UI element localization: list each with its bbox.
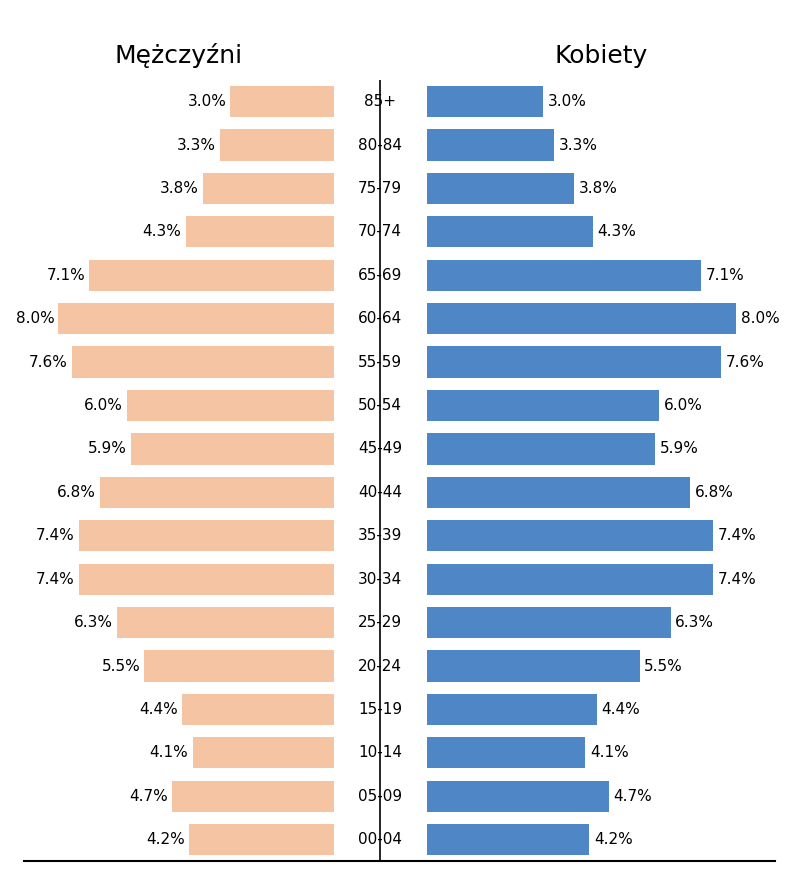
Text: 7.4%: 7.4% (718, 528, 757, 543)
Text: 85+: 85+ (364, 94, 396, 109)
Text: 5.9%: 5.9% (88, 441, 126, 456)
Bar (427, 217, 593, 248)
Bar (79, 564, 334, 595)
Text: 3.8%: 3.8% (578, 181, 618, 196)
Bar (427, 477, 690, 508)
Text: 35-39: 35-39 (358, 528, 403, 543)
Text: 6.3%: 6.3% (675, 615, 714, 630)
Text: 70-74: 70-74 (358, 225, 402, 240)
Bar (100, 477, 334, 508)
Text: 50-54: 50-54 (358, 398, 402, 413)
Bar (117, 607, 334, 638)
Text: 15-19: 15-19 (358, 702, 402, 717)
Text: 6.0%: 6.0% (663, 398, 702, 413)
Bar (185, 217, 334, 248)
Text: 7.4%: 7.4% (36, 572, 75, 587)
Text: 3.0%: 3.0% (547, 94, 586, 109)
Bar (230, 86, 334, 117)
Text: 05-09: 05-09 (358, 789, 402, 804)
Text: 5.9%: 5.9% (660, 441, 698, 456)
Text: 4.4%: 4.4% (602, 702, 640, 717)
Text: 4.4%: 4.4% (139, 702, 178, 717)
Text: 75-79: 75-79 (358, 181, 402, 196)
Bar (189, 824, 334, 855)
Bar (172, 781, 334, 812)
Bar (427, 650, 639, 682)
Title: Mężczyźni: Mężczyźni (115, 44, 243, 68)
Text: 5.5%: 5.5% (644, 659, 683, 673)
Text: 7.6%: 7.6% (725, 354, 765, 369)
Text: 45-49: 45-49 (358, 441, 402, 456)
Bar (427, 259, 702, 291)
Text: 4.3%: 4.3% (143, 225, 181, 240)
Bar (427, 781, 609, 812)
Text: 65-69: 65-69 (358, 268, 403, 282)
Text: 7.4%: 7.4% (718, 572, 757, 587)
Bar (427, 433, 655, 464)
Text: 3.8%: 3.8% (160, 181, 199, 196)
Text: 4.7%: 4.7% (613, 789, 652, 804)
Bar (427, 694, 597, 725)
Text: 5.5%: 5.5% (101, 659, 141, 673)
Text: 7.4%: 7.4% (36, 528, 75, 543)
Bar (427, 390, 659, 421)
Text: 80-84: 80-84 (358, 138, 402, 153)
Bar (427, 130, 555, 161)
Bar (427, 173, 574, 204)
Text: 55-59: 55-59 (358, 354, 402, 369)
Text: 4.1%: 4.1% (149, 745, 189, 760)
Bar (58, 303, 334, 334)
Title: Kobiety: Kobiety (555, 44, 647, 68)
Text: 7.1%: 7.1% (46, 268, 85, 282)
Text: 4.1%: 4.1% (590, 745, 629, 760)
Text: 20-24: 20-24 (358, 659, 402, 673)
Bar (427, 607, 670, 638)
Text: 7.1%: 7.1% (706, 268, 745, 282)
Bar (145, 650, 334, 682)
Bar (203, 173, 334, 204)
Text: 6.8%: 6.8% (694, 485, 733, 500)
Text: 3.3%: 3.3% (177, 138, 216, 153)
Text: 4.3%: 4.3% (598, 225, 637, 240)
Text: 4.2%: 4.2% (146, 832, 185, 847)
Bar (131, 433, 334, 464)
Text: 25-29: 25-29 (358, 615, 402, 630)
Text: 8.0%: 8.0% (741, 311, 780, 326)
Bar (182, 694, 334, 725)
Bar (79, 520, 334, 551)
Text: 60-64: 60-64 (358, 311, 402, 326)
Text: 00-04: 00-04 (358, 832, 402, 847)
Text: 6.3%: 6.3% (74, 615, 113, 630)
Text: 6.0%: 6.0% (84, 398, 123, 413)
Text: 30-34: 30-34 (358, 572, 402, 587)
Text: 4.7%: 4.7% (129, 789, 168, 804)
Text: 7.6%: 7.6% (29, 354, 68, 369)
Text: 3.3%: 3.3% (559, 138, 598, 153)
Bar (127, 390, 334, 421)
Bar (89, 259, 334, 291)
Bar (427, 564, 713, 595)
Bar (220, 130, 334, 161)
Text: 6.8%: 6.8% (57, 485, 96, 500)
Text: 40-44: 40-44 (358, 485, 402, 500)
Text: 10-14: 10-14 (358, 745, 402, 760)
Bar (427, 303, 737, 334)
Bar (427, 737, 586, 768)
Text: 3.0%: 3.0% (188, 94, 226, 109)
Bar (427, 346, 721, 377)
Bar (72, 346, 334, 377)
Bar (193, 737, 334, 768)
Text: 8.0%: 8.0% (15, 311, 54, 326)
Text: 4.2%: 4.2% (594, 832, 633, 847)
Bar (427, 86, 543, 117)
Bar (427, 824, 589, 855)
Bar (427, 520, 713, 551)
